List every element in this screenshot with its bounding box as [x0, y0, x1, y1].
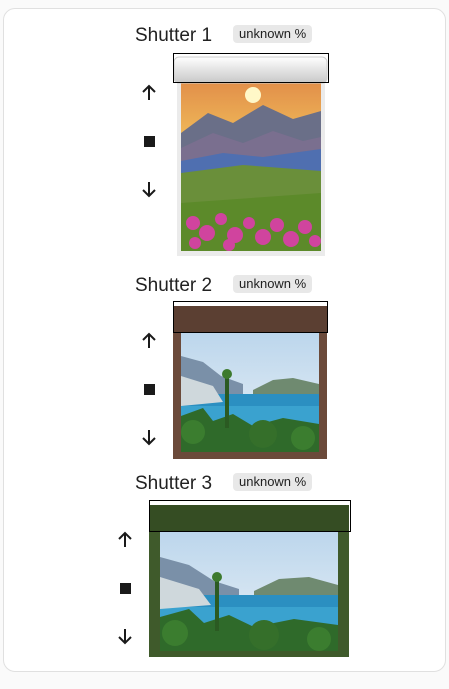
arrow-down-icon [142, 182, 156, 198]
shutter-3-state-badge: unknown % [233, 473, 313, 491]
shutter-3-up-button[interactable] [113, 528, 137, 552]
shutter-1-picture[interactable] [173, 53, 329, 259]
shutter-2-state-badge: unknown % [233, 275, 313, 293]
shutter-1-roller [173, 56, 328, 84]
arrow-down-icon [142, 430, 156, 446]
shutter-3-stop-button[interactable] [113, 576, 137, 600]
arrow-up-icon [142, 332, 156, 348]
shutter-1-stop-button[interactable] [137, 129, 161, 153]
arrow-up-icon [118, 531, 132, 547]
stop-icon [119, 582, 131, 594]
stop-icon [143, 383, 155, 395]
shutter-1-title: Shutter 1 [135, 25, 213, 46]
shutter-1-up-button[interactable] [137, 81, 161, 105]
shutter-2-picture[interactable] [173, 306, 327, 459]
shutter-1-down-button[interactable] [137, 177, 161, 201]
arrow-down-icon [118, 629, 132, 645]
shutter-3-down-button[interactable] [113, 624, 137, 648]
shutter-2-title: Shutter 2 [135, 275, 213, 296]
arrow-up-icon [142, 84, 156, 100]
shutter-2-down-button[interactable] [137, 425, 161, 449]
shutter-1-state-badge: unknown % [233, 25, 313, 43]
shutter-2-up-button[interactable] [137, 329, 161, 353]
shutter-3-picture[interactable] [149, 505, 349, 657]
shutter-3-title: Shutter 3 [135, 473, 213, 494]
shutter-2-stop-button[interactable] [137, 377, 161, 401]
stop-icon [143, 135, 155, 147]
